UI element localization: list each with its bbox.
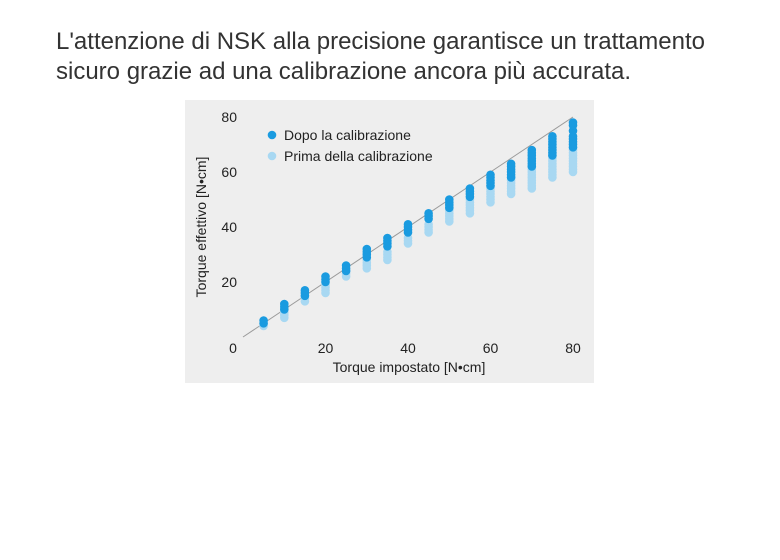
y-tick-label-3: 80 — [221, 109, 237, 125]
y-tick-label-0: 20 — [221, 274, 237, 290]
point-after-25 — [403, 220, 413, 229]
point-after-62 — [548, 132, 557, 141]
legend-label-1: Prima della calibrazione — [284, 148, 433, 164]
headline-line-1: L'attenzione di NSK alla precisione gara… — [56, 28, 705, 55]
point-after-7 — [300, 286, 310, 295]
tick-label-layer: 0 20 40 60 80 20 40 60 80 — [221, 109, 581, 356]
legend-label-0: Dopo la calibrazione — [284, 127, 411, 143]
headline-line-2: sicuro grazie ad una calibrazione ancora… — [56, 58, 632, 85]
point-after-32 — [445, 195, 454, 204]
x-tick-label-1: 20 — [318, 340, 334, 356]
point-after-1 — [259, 316, 268, 325]
chart-panel: 0 20 40 60 80 20 40 60 80 Dopo la calibrazione Pr… — [185, 100, 594, 383]
scatter-chart: 0 20 40 60 80 20 40 60 80 Dopo la calibrazione Pr… — [185, 100, 594, 383]
legend-marker-0 — [267, 130, 277, 140]
point-after-28 — [424, 209, 433, 218]
y-tick-label-1: 40 — [221, 219, 237, 235]
y-tick-label-2: 60 — [221, 164, 237, 180]
point-after-17 — [362, 244, 372, 254]
legend-marker-1 — [267, 151, 277, 161]
point-after-36 — [465, 184, 475, 193]
x-tick-label-0: 0 — [229, 340, 237, 356]
point-after-13 — [341, 261, 351, 270]
point-after-21 — [383, 233, 392, 243]
headline: L'attenzione di NSK alla precisione gara… — [56, 27, 756, 87]
y-axis-label: Torque effettivo [N•cm] — [193, 157, 209, 298]
legend: Dopo la calibrazione Prima della calibraz… — [267, 127, 433, 164]
x-tick-label-4: 80 — [565, 340, 581, 356]
x-axis-label: Torque impostato [N•cm] — [333, 359, 486, 375]
point-after-4 — [280, 299, 289, 309]
x-tick-label-2: 40 — [400, 340, 416, 356]
x-tick-label-3: 60 — [483, 340, 499, 356]
point-after-70 — [568, 118, 578, 127]
point-after-54 — [527, 145, 537, 155]
point-after-10 — [321, 272, 330, 281]
point-after-41 — [486, 170, 495, 180]
series-after-calibration — [259, 118, 578, 328]
point-after-47 — [506, 159, 516, 169]
